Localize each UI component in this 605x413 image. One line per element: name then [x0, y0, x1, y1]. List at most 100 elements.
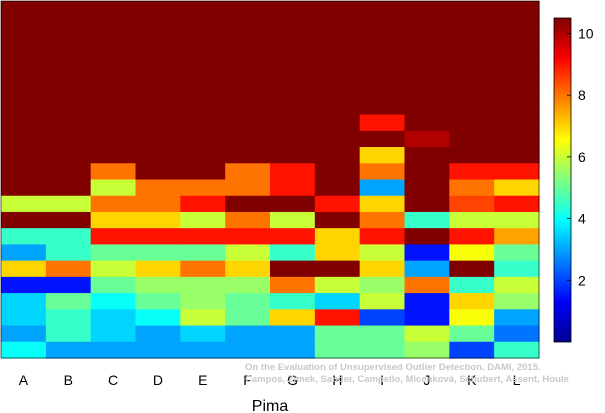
heatmap-cell	[225, 293, 271, 310]
heatmap-cell	[404, 163, 450, 181]
heatmap-cell	[180, 65, 226, 83]
heatmap-cell	[494, 114, 540, 132]
heatmap-cell	[494, 98, 540, 116]
heatmap-cell	[90, 82, 137, 99]
heatmap-cell	[135, 65, 181, 83]
heatmap-cell	[45, 33, 92, 51]
colorbar-tick-label: 10	[578, 25, 594, 41]
heatmap-cell	[449, 325, 495, 343]
x-tick-label: E	[198, 372, 207, 388]
heatmap-cell	[225, 163, 271, 181]
heatmap-cell	[314, 82, 361, 99]
heatmap-cell	[359, 276, 406, 294]
heatmap-cell	[270, 341, 316, 359]
heatmap-cell	[1, 147, 47, 164]
heatmap-cell	[180, 244, 226, 262]
heatmap-cell	[359, 325, 406, 343]
heatmap-cell	[359, 244, 406, 262]
heatmap-cell	[404, 211, 450, 229]
heatmap-cell	[180, 114, 226, 132]
x-tick-label: B	[64, 372, 73, 388]
heatmap-cell	[1, 1, 47, 18]
heatmap-cell	[45, 82, 92, 99]
heatmap-cell	[404, 65, 450, 83]
heatmap-cell	[90, 147, 137, 164]
heatmap-cell	[494, 130, 540, 148]
heatmap-cell	[404, 179, 450, 197]
heatmap-cell	[225, 244, 271, 262]
heatmap-cell	[180, 82, 226, 99]
heatmap-cell	[449, 98, 495, 116]
heatmap-cell	[1, 228, 47, 246]
heatmap-cell	[90, 1, 137, 18]
heatmap-cell	[90, 114, 137, 132]
heatmap-cell	[1, 163, 47, 181]
heatmap-cell	[225, 228, 271, 246]
heatmap-cell	[225, 17, 271, 35]
x-tick-label: H	[332, 372, 342, 388]
heatmap-cell	[494, 195, 540, 213]
heatmap-cell	[90, 341, 137, 359]
heatmap-cell	[180, 293, 226, 310]
heatmap-cell	[225, 211, 271, 229]
heatmap-cell	[1, 195, 47, 213]
heatmap-cell	[225, 179, 271, 197]
heatmap-cell	[45, 98, 92, 116]
heatmap-cell	[135, 293, 181, 310]
colorbar-tick-label: 2	[578, 272, 586, 288]
heatmap-cell	[1, 114, 47, 132]
heatmap-cell	[45, 276, 92, 294]
heatmap-cell	[135, 325, 181, 343]
heatmap-cell	[359, 1, 406, 18]
heatmap-cell	[135, 33, 181, 51]
heatmap-cell	[314, 228, 361, 246]
heatmap-cell	[359, 130, 406, 148]
heatmap-cell	[135, 130, 181, 148]
heatmap-cell	[225, 49, 271, 67]
heatmap-cell	[359, 179, 406, 197]
heatmap-cell	[90, 33, 137, 51]
colorbar-tick-label: 6	[578, 149, 586, 165]
heatmap-cell	[45, 49, 92, 67]
heatmap-cell	[449, 114, 495, 132]
heatmap-cell	[135, 244, 181, 262]
heatmap-cell	[45, 163, 92, 181]
heatmap-cell	[135, 211, 181, 229]
heatmap-cell	[1, 33, 47, 51]
heatmap-cell	[359, 293, 406, 310]
heatmap-cell	[359, 82, 406, 99]
heatmap-cell	[180, 195, 226, 213]
heatmap-cell	[314, 260, 361, 278]
heatmap-cell	[359, 211, 406, 229]
heatmap-cell	[135, 260, 181, 278]
heatmap-cell	[225, 260, 271, 278]
heatmap-cell	[449, 195, 495, 213]
x-tick-label: I	[380, 372, 384, 388]
heatmap-cell	[135, 114, 181, 132]
heatmap-cell	[270, 195, 316, 213]
x-axis-title: Pima	[252, 398, 289, 413]
heatmap-cell	[494, 163, 540, 181]
heatmap-cell	[1, 309, 47, 327]
x-tick-label: C	[108, 372, 118, 388]
heatmap-cell	[494, 33, 540, 51]
x-tick-label: K	[467, 372, 477, 388]
heatmap-cell	[314, 65, 361, 83]
heatmap-cell	[180, 309, 226, 327]
heatmap-cell	[45, 114, 92, 132]
heatmap-cell	[494, 65, 540, 83]
heatmap-cell	[45, 341, 92, 359]
x-tick-label: D	[153, 372, 163, 388]
heatmap-cell	[404, 276, 450, 294]
heatmap-cell	[494, 228, 540, 246]
heatmap-cell	[90, 179, 137, 197]
x-tick-label: A	[19, 372, 29, 388]
heatmap-cell	[135, 17, 181, 35]
heatmap-cell	[270, 309, 316, 327]
heatmap-cell	[494, 341, 540, 359]
x-tick-label: G	[287, 372, 298, 388]
heatmap-cell	[180, 163, 226, 181]
heatmap-cell	[404, 260, 450, 278]
heatmap-cell	[404, 228, 450, 246]
heatmap-cell	[135, 309, 181, 327]
